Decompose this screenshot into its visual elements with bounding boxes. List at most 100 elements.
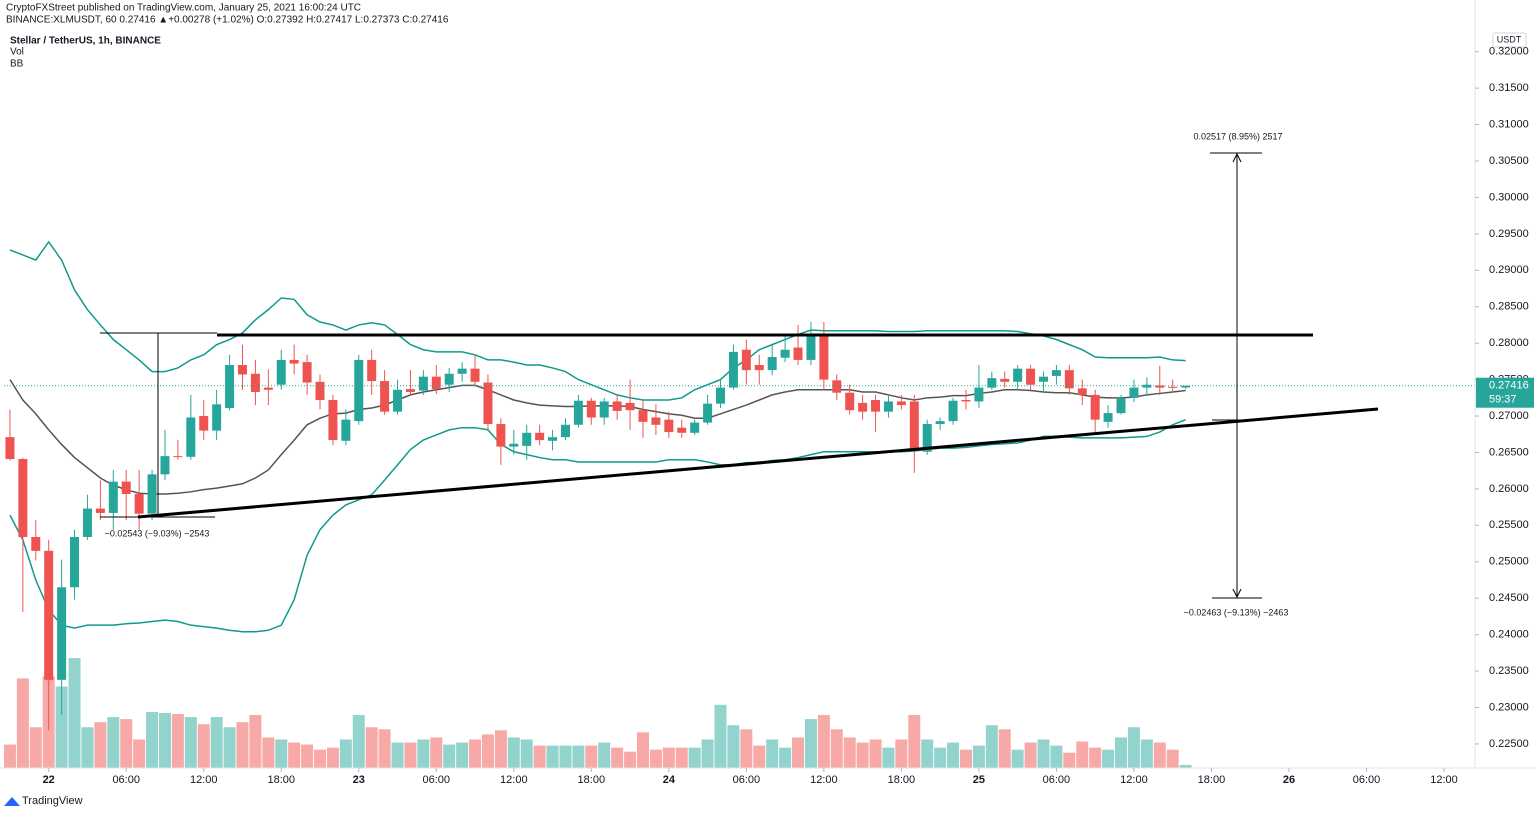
candle-body bbox=[212, 404, 222, 431]
candle-body bbox=[987, 378, 997, 388]
volume-bar bbox=[456, 742, 469, 768]
volume-bar bbox=[1011, 749, 1024, 768]
volume-bar bbox=[817, 715, 830, 768]
y-tick-label: 0.28000 bbox=[1489, 337, 1529, 349]
y-tick-label: 0.27000 bbox=[1489, 410, 1529, 422]
candle-body bbox=[57, 587, 67, 680]
candle-body bbox=[70, 536, 80, 588]
candle-body bbox=[677, 427, 687, 433]
candle-body bbox=[1129, 387, 1139, 398]
x-tick-label: 12:00 bbox=[500, 774, 528, 786]
volume-bar bbox=[830, 729, 843, 768]
volume-bar bbox=[29, 727, 42, 768]
x-tick-label: 18:00 bbox=[578, 774, 606, 786]
volume-bar bbox=[753, 745, 766, 768]
candle-body bbox=[1064, 370, 1074, 389]
x-tick-label: 22 bbox=[43, 774, 55, 786]
volume-bar bbox=[533, 745, 546, 768]
volume-bar bbox=[649, 749, 662, 768]
currency: USDT bbox=[1497, 34, 1522, 44]
volume-bar bbox=[1050, 745, 1063, 768]
candle-body bbox=[793, 347, 803, 360]
candle-body bbox=[5, 437, 15, 460]
candle-body bbox=[380, 381, 390, 412]
volume-bar bbox=[378, 729, 391, 768]
x-tick-label: 12:00 bbox=[1430, 774, 1458, 786]
volume-bar bbox=[1179, 764, 1192, 768]
volume-bar bbox=[636, 732, 649, 768]
volume-bar bbox=[843, 737, 856, 768]
candle-body bbox=[354, 359, 364, 422]
candle-body bbox=[612, 401, 622, 411]
volume-bar bbox=[430, 737, 443, 768]
candle-body bbox=[302, 362, 312, 383]
y-tick-label: 0.31000 bbox=[1489, 118, 1529, 130]
candle-body bbox=[82, 508, 92, 537]
y-tick-label: 0.26500 bbox=[1489, 446, 1529, 458]
plot-area bbox=[3, 240, 1475, 768]
candle-body bbox=[276, 359, 286, 385]
candle-body bbox=[922, 424, 932, 452]
volume-bar bbox=[727, 725, 740, 768]
candle-body bbox=[690, 422, 700, 433]
candle-body bbox=[586, 400, 596, 418]
candle-body bbox=[573, 400, 583, 425]
candle-body bbox=[328, 400, 338, 441]
candle-body bbox=[160, 456, 170, 475]
candle-body bbox=[560, 424, 570, 438]
volume-bar bbox=[197, 724, 210, 768]
x-tick-label: 12:00 bbox=[190, 774, 218, 786]
volume-bar bbox=[947, 742, 960, 768]
volume-bar bbox=[481, 734, 494, 768]
volume-bar bbox=[262, 737, 275, 768]
volume-bar bbox=[1037, 739, 1050, 768]
candle-body bbox=[509, 443, 519, 447]
candle-body bbox=[393, 389, 403, 412]
candle-body bbox=[1077, 388, 1087, 395]
volume-bar bbox=[611, 747, 624, 768]
candle-body bbox=[444, 373, 454, 385]
volume-bar bbox=[326, 747, 339, 768]
x-tick-label: 24 bbox=[663, 774, 676, 786]
candle-body bbox=[845, 392, 855, 411]
y-tick-label: 0.31500 bbox=[1489, 82, 1529, 94]
volume-bar bbox=[856, 742, 869, 768]
candle-body bbox=[108, 481, 118, 513]
candle-body bbox=[496, 424, 506, 447]
volume-bar bbox=[675, 747, 688, 768]
volume-bar bbox=[1166, 749, 1179, 768]
x-tick-label: 18:00 bbox=[267, 774, 295, 786]
symbol-line: BINANCE:XLMUSDT, 60 0.27416 ▲+0.00278 (+… bbox=[6, 15, 449, 26]
volume-bar bbox=[81, 727, 94, 768]
candle-body bbox=[961, 400, 971, 402]
candle-body bbox=[1000, 378, 1010, 382]
candle-body bbox=[1168, 386, 1178, 388]
candle-body bbox=[18, 459, 28, 537]
candle-body bbox=[289, 359, 299, 364]
volume-bar bbox=[546, 745, 559, 768]
candle-body bbox=[871, 400, 881, 412]
trend-line bbox=[137, 407, 1379, 519]
candle-body bbox=[819, 334, 829, 380]
volume-bar bbox=[339, 739, 352, 768]
candle-body bbox=[1116, 397, 1126, 414]
y-tick-label: 0.32000 bbox=[1489, 46, 1529, 58]
volume-bar bbox=[1089, 747, 1102, 768]
indicator: Vol bbox=[10, 47, 24, 58]
volume-bar bbox=[184, 717, 197, 768]
candle-body bbox=[341, 419, 351, 441]
y-tick-label: 0.25500 bbox=[1489, 519, 1529, 531]
candle-body bbox=[754, 365, 764, 371]
candle-body bbox=[728, 351, 738, 388]
volume-bar bbox=[740, 729, 753, 768]
x-tick-label: 06:00 bbox=[112, 774, 140, 786]
candle-body bbox=[134, 494, 144, 514]
candle-body bbox=[935, 421, 945, 425]
bb-lower bbox=[9, 418, 1186, 633]
candle-body bbox=[1026, 368, 1036, 385]
volume-bar bbox=[1102, 749, 1115, 768]
volume-bar bbox=[107, 717, 120, 768]
candle-body bbox=[470, 368, 480, 382]
